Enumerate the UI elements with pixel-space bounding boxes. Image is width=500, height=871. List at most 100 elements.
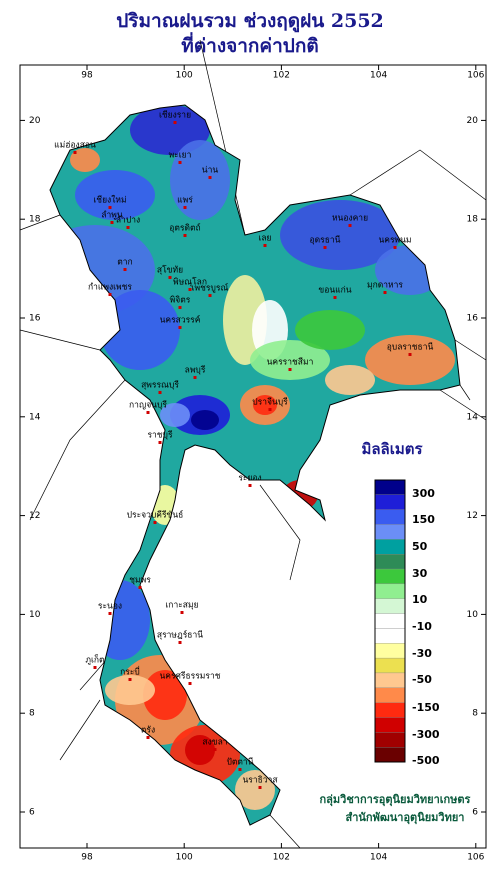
station — [348, 224, 352, 227]
lat-tick-label: 6 — [472, 808, 478, 818]
place-label: เพชรบูรณ์ — [192, 283, 229, 294]
legend-swatch — [374, 732, 406, 748]
place-label: นราธิวาส — [242, 776, 278, 786]
rain-area — [295, 310, 365, 350]
station — [158, 391, 162, 394]
station — [333, 296, 337, 299]
lat-tick-label: 14 — [467, 412, 479, 422]
lat-tick-label: 12 — [467, 511, 478, 521]
legend-label: 300 — [412, 487, 435, 500]
place-label: กระบี่ — [120, 666, 140, 678]
rain-field — [50, 105, 455, 810]
rain-area — [160, 403, 190, 427]
station — [188, 682, 192, 685]
title: ปริมาณฝนรวม ช่วงฤดูฝน 2552 — [116, 10, 384, 33]
legend-label: -500 — [412, 754, 440, 767]
lon-tick-label: 100 — [176, 853, 193, 863]
lat-tick-label: 14 — [29, 412, 41, 422]
lat-tick-label: 8 — [29, 709, 35, 719]
place-label: กาญจนบุรี — [129, 400, 167, 411]
station — [128, 678, 132, 681]
rain-area — [191, 410, 219, 430]
station — [248, 484, 252, 487]
place-label: นครสวรรค์ — [160, 315, 201, 326]
place-label: กำแพงเพชร — [88, 283, 132, 293]
rain-area — [325, 365, 375, 395]
place-label: ปราจีนบุรี — [252, 397, 288, 408]
place-label: แพร่ — [177, 196, 193, 206]
station — [108, 206, 112, 209]
legend-label: 30 — [412, 567, 428, 580]
place-label: พะเยา — [169, 151, 192, 161]
rain-area — [170, 140, 230, 220]
land — [50, 105, 460, 825]
station — [123, 268, 127, 271]
place-label: ระนอง — [98, 602, 122, 612]
place-label: หนองคาย — [332, 214, 368, 224]
station — [180, 611, 184, 614]
legend-swatch — [374, 657, 406, 674]
lon-tick-label: 102 — [273, 853, 290, 863]
place-label: ระยอง — [238, 474, 261, 484]
legend-swatch — [374, 643, 406, 659]
place-label: เชียงใหม่ — [93, 195, 126, 206]
station — [126, 226, 130, 229]
place-label: เกาะสมุย — [165, 601, 198, 611]
station — [183, 206, 187, 209]
place-label: นครศรีธรรมราช — [159, 671, 220, 682]
lon-tick-label: 106 — [467, 71, 484, 81]
legend-swatch — [374, 568, 406, 585]
station — [208, 176, 212, 179]
station — [383, 291, 387, 294]
legend-label: -30 — [412, 647, 432, 660]
lat-tick-label: 12 — [29, 511, 40, 521]
rain-area — [70, 148, 100, 172]
station — [146, 736, 150, 739]
lat-tick-label: 18 — [29, 215, 41, 225]
station — [153, 521, 157, 524]
station — [408, 353, 412, 356]
place-label: ตาก — [117, 258, 132, 268]
lat-tick-label: 10 — [467, 610, 479, 620]
lon-tick-label: 104 — [370, 71, 387, 81]
place-label: ปัตตานี — [226, 757, 253, 768]
place-label: ขอนแก่น — [318, 286, 351, 296]
lon-tick-label: 98 — [81, 853, 93, 863]
station — [108, 293, 112, 296]
legend-swatch — [374, 494, 406, 510]
legend-swatch — [374, 672, 406, 688]
station — [178, 161, 182, 164]
station — [188, 288, 192, 291]
legend-swatch — [374, 583, 406, 599]
station — [173, 121, 177, 124]
lon-tick-label: 104 — [370, 853, 387, 863]
place-label: ลำปาง — [116, 216, 140, 226]
place-label: อุตรดิตถ์ — [169, 223, 200, 234]
place-label: ลำพูน — [101, 211, 123, 221]
rain-area — [143, 670, 187, 720]
legend-swatch — [374, 628, 406, 644]
lon-tick-label: 102 — [273, 71, 290, 81]
credit: กลุ่มวิชาการอุตุนิยมวิทยาเกษตร — [320, 793, 471, 807]
legend-swatch — [374, 524, 406, 540]
station — [138, 586, 142, 589]
legend-label: -50 — [412, 673, 432, 686]
legend-frame — [374, 479, 406, 763]
lat-tick-label: 10 — [29, 610, 41, 620]
station — [193, 376, 197, 379]
legend-swatch — [374, 747, 406, 763]
legend-label: 150 — [412, 513, 435, 526]
legend-swatch — [374, 539, 406, 555]
rain-area — [365, 335, 455, 385]
place-label: แม่ฮ่องสอน — [54, 141, 96, 151]
station — [178, 641, 182, 644]
place-label: ราชบุรี — [147, 430, 173, 441]
legend-swatch — [374, 598, 406, 614]
place-label: ชุมพร — [129, 576, 151, 586]
legend-label: 10 — [412, 593, 428, 606]
lon-tick-label: 98 — [81, 71, 93, 81]
place-label: มุกดาหาร — [367, 281, 403, 291]
station — [208, 294, 212, 297]
legend-swatch — [374, 702, 406, 718]
